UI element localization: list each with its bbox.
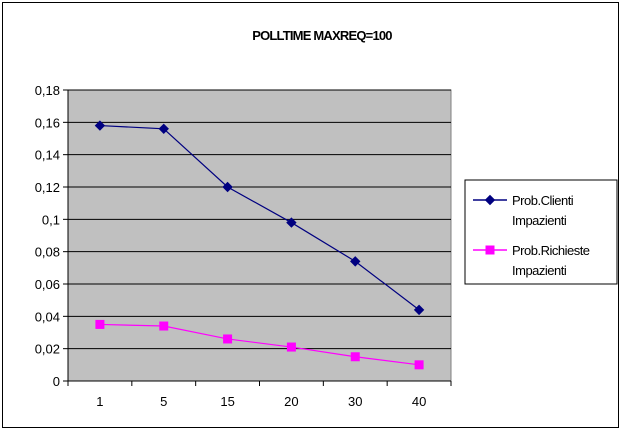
gridlines <box>68 89 451 350</box>
x-tick-label: 40 <box>412 394 426 409</box>
legend-marker <box>485 245 495 255</box>
x-tick-label: 15 <box>220 394 234 409</box>
data-point-richieste <box>350 352 360 362</box>
y-tick-label: 0,18 <box>35 83 60 98</box>
legend-label: Prob.Richieste <box>512 243 590 258</box>
axes: 00,020,040,060,080,10,120,140,160,181 5 15… <box>35 83 452 409</box>
series-clienti <box>94 120 425 316</box>
data-point-clienti <box>94 120 106 131</box>
legend-label: Impazienti <box>512 213 567 228</box>
legend-item-richieste: Prob.Richieste Impazienti <box>473 243 590 278</box>
data-point-richieste <box>159 321 169 331</box>
x-tick-label: 20 <box>284 394 298 409</box>
y-tick-label: 0,02 <box>35 342 60 357</box>
legend-label: Impazienti <box>512 263 567 278</box>
data-point-richieste <box>286 342 296 352</box>
legend-label: Prob.Clienti <box>512 193 574 208</box>
data-point-clienti <box>286 217 297 228</box>
y-tick-label: 0,12 <box>35 180 60 195</box>
y-tick-label: 0,06 <box>35 277 60 292</box>
y-tick-label: 0,16 <box>35 115 60 130</box>
plot-area <box>67 89 452 382</box>
series-line-richieste <box>99 323 420 366</box>
legend-marker <box>484 194 496 206</box>
data-point-clienti <box>350 256 361 267</box>
data-point-clienti <box>413 304 425 316</box>
x-tick-label: 30 <box>348 394 362 409</box>
y-tick-label: 0,08 <box>35 245 60 260</box>
legend: Prob.Clienti Impazienti Prob.Richieste Impa… <box>464 179 618 285</box>
data-point-richieste <box>223 334 233 344</box>
series-richieste <box>95 319 424 370</box>
y-tick-label: 0 <box>53 374 60 389</box>
series-line-clienti <box>99 124 420 311</box>
y-tick-label: 0,14 <box>35 148 60 163</box>
legend-item-clienti: Prob.Clienti Impazienti <box>473 193 574 228</box>
series-layer <box>94 120 425 370</box>
data-point-clienti <box>158 123 169 135</box>
chart-title: POLLTIME MAXREQ=100 <box>252 28 392 43</box>
y-tick-label: 0,1 <box>42 212 60 227</box>
data-point-richieste <box>414 360 424 370</box>
x-tick-label: 5 <box>160 394 167 409</box>
y-tick-label: 0,04 <box>35 309 60 324</box>
data-point-clienti <box>222 181 233 193</box>
x-tick-label: 1 <box>96 394 103 409</box>
data-point-richieste <box>95 319 105 329</box>
